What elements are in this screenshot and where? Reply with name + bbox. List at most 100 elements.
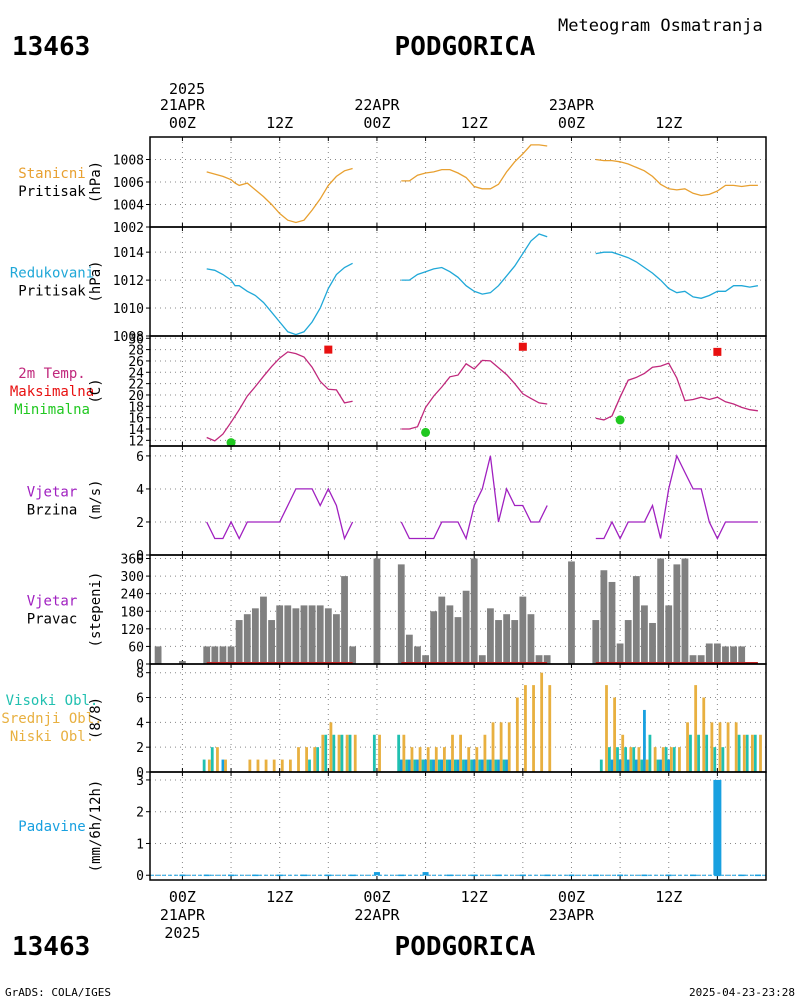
cloud-bar-2-25 (442, 747, 446, 772)
cloud-bar-2-15 (329, 722, 333, 772)
temperature-ytick-label-2: 16 (128, 412, 144, 427)
bottom-hour-label-3: 12Z (461, 888, 488, 906)
reduced-pressure-series-line-1 (401, 233, 548, 295)
wind-speed-ylabel: (m/s) (88, 479, 104, 521)
wind-dir-bar-11 (276, 605, 284, 664)
cloud-bar-0-42 (616, 747, 619, 772)
cloud-bar-0-24 (429, 759, 433, 772)
top-date-label-4: 23APR (549, 96, 595, 114)
cloud-bar-2-54 (718, 722, 722, 772)
cloud-cover-label-1: Srednji Obl. (1, 711, 102, 727)
cloud-bar-2-53 (710, 722, 714, 772)
cloud-bar-1-2 (221, 759, 225, 772)
wind-dir-bar-43 (600, 570, 608, 664)
panel-cloud-cover: Visoki Obl. Srednji Obl. Niski Obl.(8/8) 0 2… (1, 663, 767, 781)
cloud-bar-2-59 (759, 734, 762, 772)
temperature-ytick-label-1: 14 (128, 423, 144, 438)
cloud-bar-0-45 (640, 759, 644, 772)
reduced-pressure-series-line-0 (206, 262, 353, 336)
precip-bar-0-6 (325, 874, 332, 877)
wind-dir-bar-37 (519, 596, 527, 664)
top-hour-label-1: 12Z (266, 114, 293, 132)
cloud-bar-2-20 (402, 734, 406, 772)
wind-direction-ytick-label-3: 180 (121, 605, 144, 620)
cloud-bar-2-58 (750, 734, 754, 772)
wind-dir-bar-9 (260, 596, 267, 664)
cloud-bar-0-20 (397, 734, 401, 772)
cloud-bar-2-29 (475, 747, 479, 772)
wind-direction-ytick-label-0: 0 (136, 658, 144, 673)
header-station-id: 13463 (12, 32, 90, 62)
cloud-bar-2-13 (313, 747, 317, 772)
cloud-cover-ytick-label-1: 2 (136, 741, 144, 756)
cloud-bar-2-11 (297, 747, 300, 772)
precipitation-ytick-label-0: 0 (136, 869, 144, 884)
wind-dir-bar-46 (624, 620, 632, 664)
wind-speed-series-line-2 (595, 454, 758, 540)
wind-dir-bar-51 (665, 605, 673, 664)
precipitation-label-0: Padavine (18, 819, 85, 835)
wind-dir-bar-23 (405, 634, 413, 664)
precip-bar-1-0 (713, 779, 722, 876)
cloud-bar-2-22 (418, 747, 422, 772)
cloud-bar-1-29 (472, 759, 476, 772)
cloud-bar-2-38 (548, 685, 552, 772)
wind-dir-bar-5 (227, 646, 235, 664)
bottom-date-label-0: 21APR (160, 906, 206, 924)
wind-dir-bar-14 (300, 605, 308, 664)
cloud-bar-2-28 (467, 747, 471, 772)
cloud-bar-0-30 (478, 759, 482, 772)
cloud-bar-2-42 (621, 734, 625, 772)
wind-dir-bar-54 (689, 655, 697, 664)
temperature-ylabel: (C) (88, 378, 104, 403)
panel-wind-speed: Vjetar Brzina (m/s) 0 2 4 6 (27, 445, 767, 564)
cloud-cover-ytick-label-0: 0 (136, 766, 144, 781)
header-year: 2025 (169, 80, 205, 98)
reduced-pressure-ytick-label-1: 1010 (113, 302, 144, 317)
cloud-cover-label-0: Visoki Obl. (6, 693, 99, 709)
reduced-pressure-ytick-label-3: 1014 (113, 246, 144, 261)
cloud-bar-0-46 (648, 734, 652, 772)
cloud-bar-1-28 (464, 759, 468, 772)
wind-dir-bar-40 (543, 655, 551, 664)
tmin-point-2 (615, 415, 625, 425)
footer-timestamp: 2025-04-23-23:28 (689, 986, 795, 999)
cloud-bar-1-41 (610, 759, 614, 772)
wind-direction-ytick-label-2: 120 (121, 623, 144, 638)
wind-dir-bar-1 (179, 661, 186, 664)
cloud-bar-2-57 (742, 734, 746, 772)
footer-station-id: 13463 (12, 932, 90, 962)
wind-speed-ytick-label-0: 0 (136, 549, 144, 564)
cloud-bar-0-32 (494, 759, 498, 772)
wind-dir-bar-35 (503, 614, 511, 664)
cloud-bar-1-33 (505, 759, 509, 772)
wind-dir-bar-49 (649, 622, 656, 664)
station-pressure-series-line-1 (401, 144, 548, 190)
reduced-pressure-series-line-2 (595, 251, 759, 299)
temperature-ytick-label-9: 30 (128, 332, 144, 347)
precip-bar-0-8 (373, 872, 380, 876)
wind-dir-bar-21 (373, 558, 381, 664)
wind-dir-bar-50 (657, 558, 665, 664)
cloud-bar-0-18 (348, 734, 352, 772)
cloud-bar-2-47 (661, 747, 665, 772)
bottom-hour-label-0: 00Z (169, 888, 196, 906)
cloud-bar-2-56 (734, 722, 738, 772)
footer-station-name: PODGORICA (395, 932, 536, 962)
station-pressure-ytick-label-1: 1004 (113, 199, 144, 214)
cloud-bar-0-58 (745, 734, 749, 772)
wind-dir-bar-8 (251, 608, 259, 664)
panel-station-pressure: Stanicni Pritisak (hPa) 1002 1004 1006 1008 (18, 136, 767, 236)
wind-direction-label-1: Pravac (27, 612, 78, 628)
wind-dir-bar-39 (535, 655, 543, 664)
cloud-bar-2-48 (669, 747, 673, 772)
cloud-bar-2-1 (216, 747, 219, 772)
cloud-bar-0-14 (316, 747, 320, 772)
cloud-bar-2-24 (434, 747, 438, 772)
cloud-cover-ytick-label-2: 4 (136, 716, 144, 731)
temperature-ytick-label-4: 20 (128, 389, 144, 404)
precip-bar-0-9 (398, 874, 405, 877)
